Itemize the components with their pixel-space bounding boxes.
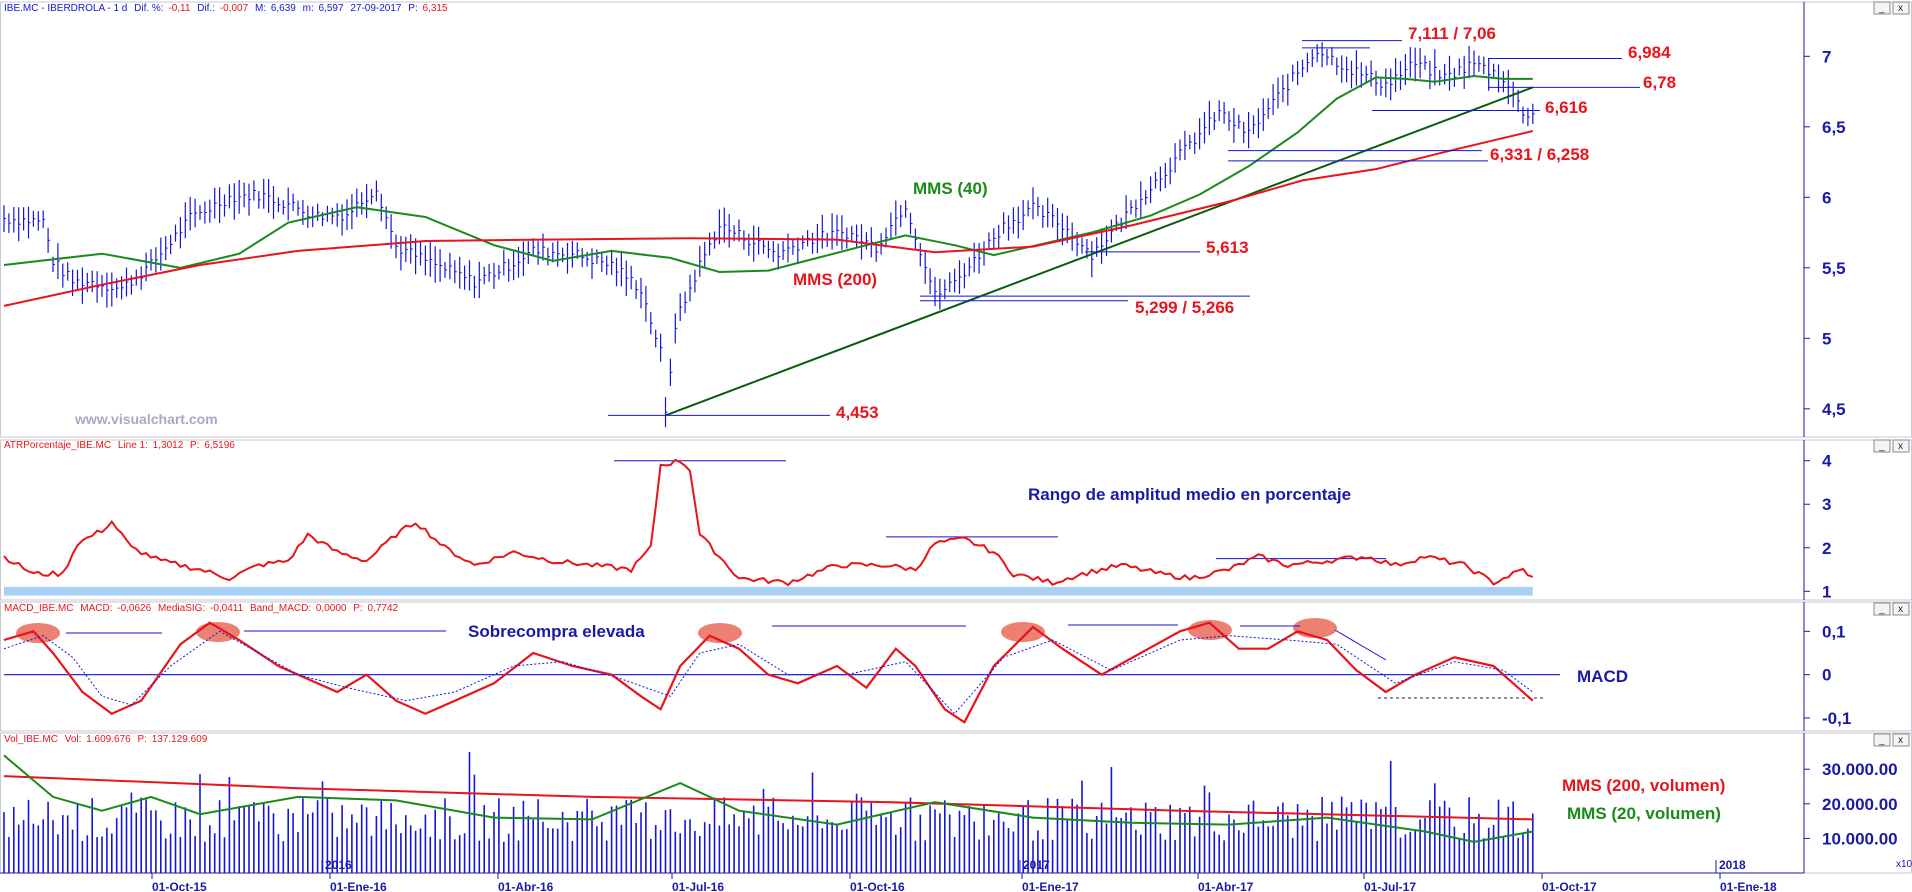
y-tick-label: 1: [1822, 582, 1831, 601]
level-label: 7,111 / 7,06: [1408, 24, 1496, 43]
overbought-oval: [196, 622, 240, 642]
x-tick-label: 01-Oct-16: [850, 880, 905, 892]
level-label: 6,616: [1545, 98, 1588, 117]
level-label: 6,331 / 6,258: [1490, 145, 1589, 164]
ma40-line: [3, 74, 1533, 274]
year-label: 2016: [325, 858, 352, 872]
macd-signal-line: [3, 630, 1534, 715]
y-tick-label: 4,5: [1822, 400, 1846, 419]
volume-ma20-line: [3, 754, 1533, 843]
macd-header: MACD_IBE.MC MACD: -0,0626 MediaSIG: -0,0…: [4, 603, 399, 614]
x-tick-label: 01-Abr-17: [1198, 880, 1254, 892]
minimize-icon: _: [1878, 441, 1885, 452]
close-icon: x: [1898, 3, 1903, 14]
x-tick-label: 01-Abr-16: [498, 880, 554, 892]
overbought-oval: [16, 623, 60, 643]
year-label: 2017: [1023, 858, 1050, 872]
close-button[interactable]: [1892, 733, 1910, 747]
level-label: 5,299 / 5,266: [1135, 298, 1234, 317]
atr-title: Rango de amplitud medio en porcentaje: [1028, 485, 1351, 504]
level-label: 4,453: [836, 403, 879, 422]
panel-frame: [0, 1, 1912, 438]
ma40-label: MMS (40): [913, 179, 988, 198]
macd-line: [3, 621, 1534, 724]
x-tick-label: 01-Ene-17: [1022, 880, 1079, 892]
overbought-oval: [698, 623, 742, 643]
y-tick-label: 2: [1822, 539, 1831, 558]
y-tick-label: 3: [1822, 495, 1831, 514]
x-tick-label: 01-Ene-16: [330, 880, 387, 892]
close-button[interactable]: [1892, 439, 1910, 453]
close-button[interactable]: [1892, 1, 1910, 15]
y-tick-label: 7: [1822, 47, 1831, 66]
atr-header: ATRPorcentaje_IBE.MC Line 1: 1,3012 P: 6…: [4, 440, 235, 451]
level-label: 6,984: [1628, 43, 1671, 62]
volume-panel-controls: _ x: [1873, 733, 1910, 747]
minimize-icon: _: [1878, 3, 1885, 14]
minimize-button[interactable]: [1873, 1, 1891, 15]
macd-divergence-line: [1334, 629, 1387, 661]
y-tick-label: 6: [1822, 188, 1831, 207]
macd-panel-controls: _ x: [1873, 602, 1910, 616]
legend-ma200-volume: MMS (200, volumen): [1562, 776, 1725, 795]
minimize-icon: _: [1878, 604, 1885, 615]
panel-frame: [0, 732, 1912, 874]
minimize-button[interactable]: [1873, 439, 1891, 453]
price-header: IBE.MC - IBERDROLA - 1 d Dif. %: -0,11 D…: [4, 3, 448, 14]
y-tick-label: 0: [1822, 666, 1831, 685]
x-tick-label: 01-Jul-16: [672, 880, 724, 892]
ma200-line: [3, 130, 1534, 307]
y-tick-label: 5,5: [1822, 259, 1846, 278]
close-icon: x: [1898, 735, 1903, 746]
close-icon: x: [1898, 441, 1903, 452]
legend-ma20-volume: MMS (20, volumen): [1567, 804, 1721, 823]
watermark: www.visualchart.com: [74, 411, 218, 427]
y-tick-label: -0,1: [1822, 709, 1851, 728]
macd-label: MACD: [1577, 667, 1628, 686]
y-tick-label: 6,5: [1822, 118, 1846, 137]
year-label: 2018: [1719, 858, 1746, 872]
x-tick-label: 01-Jul-17: [1364, 880, 1416, 892]
minimize-button[interactable]: [1873, 602, 1891, 616]
y-tick-label: 0,1: [1822, 622, 1846, 641]
volume-ma200-line: [3, 775, 1533, 821]
atr-panel-controls: _ x: [1873, 439, 1910, 453]
y-tick-label: 10.000.00: [1822, 829, 1898, 848]
close-button[interactable]: [1892, 602, 1910, 616]
y-tick-label: 30.000.00: [1822, 760, 1898, 779]
x-tick-label: 01-Ene-18: [1720, 880, 1777, 892]
price-panel-controls: _ x: [1873, 1, 1910, 15]
panel-frame: [0, 439, 1912, 601]
overbought-label: Sobrecompra elevada: [468, 622, 645, 641]
x-tick-label: 01-Oct-17: [1542, 880, 1597, 892]
level-label: 6,78: [1643, 73, 1676, 92]
atr-baseline-band: [4, 586, 1533, 596]
ma200-label: MMS (200): [793, 270, 877, 289]
minimize-icon: _: [1878, 735, 1885, 746]
level-label: 5,613: [1206, 238, 1249, 257]
y-tick-label: 20.000.00: [1822, 795, 1898, 814]
y-tick-label: 4: [1822, 452, 1832, 471]
overbought-oval: [1293, 618, 1337, 638]
close-icon: x: [1898, 604, 1903, 615]
minimize-button[interactable]: [1873, 733, 1891, 747]
atr-line: [3, 458, 1534, 587]
volume-header: Vol_IBE.MC Vol: 1.609.676 P: 137.129.609: [4, 734, 208, 745]
x-tick-label: 01-Oct-15: [152, 880, 207, 892]
scale-multiplier: x10: [1896, 859, 1912, 870]
y-tick-label: 5: [1822, 329, 1831, 348]
